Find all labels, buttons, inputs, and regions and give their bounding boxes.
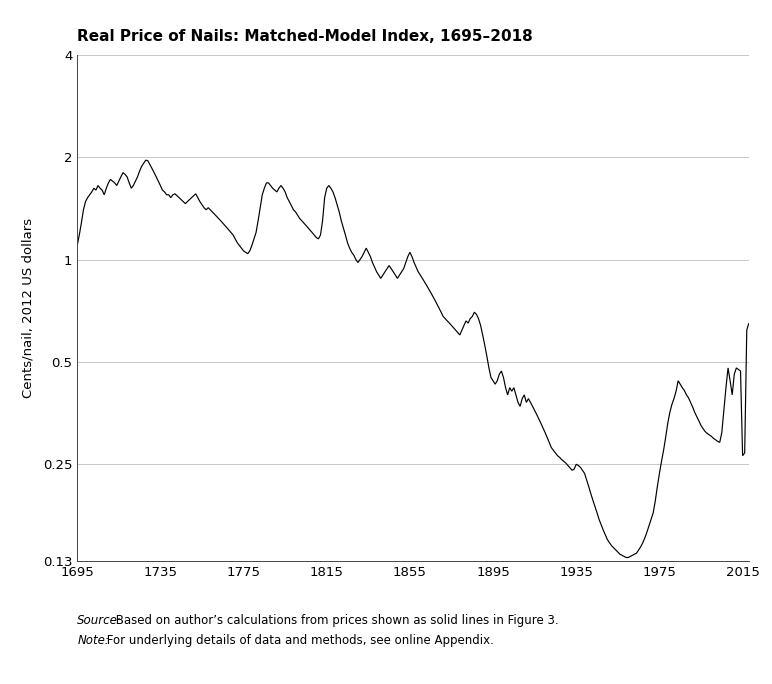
Text: Source:: Source: — [77, 614, 122, 627]
Text: For underlying details of data and methods, see online Appendix.: For underlying details of data and metho… — [103, 634, 493, 647]
Text: Note:: Note: — [77, 634, 109, 647]
Text: Based on author’s calculations from prices shown as solid lines in Figure 3.: Based on author’s calculations from pric… — [112, 614, 559, 627]
Text: Real Price of Nails: Matched-Model Index, 1695–2018: Real Price of Nails: Matched-Model Index… — [77, 29, 533, 44]
Y-axis label: Cents/nail, 2012 US dollars: Cents/nail, 2012 US dollars — [22, 218, 35, 398]
